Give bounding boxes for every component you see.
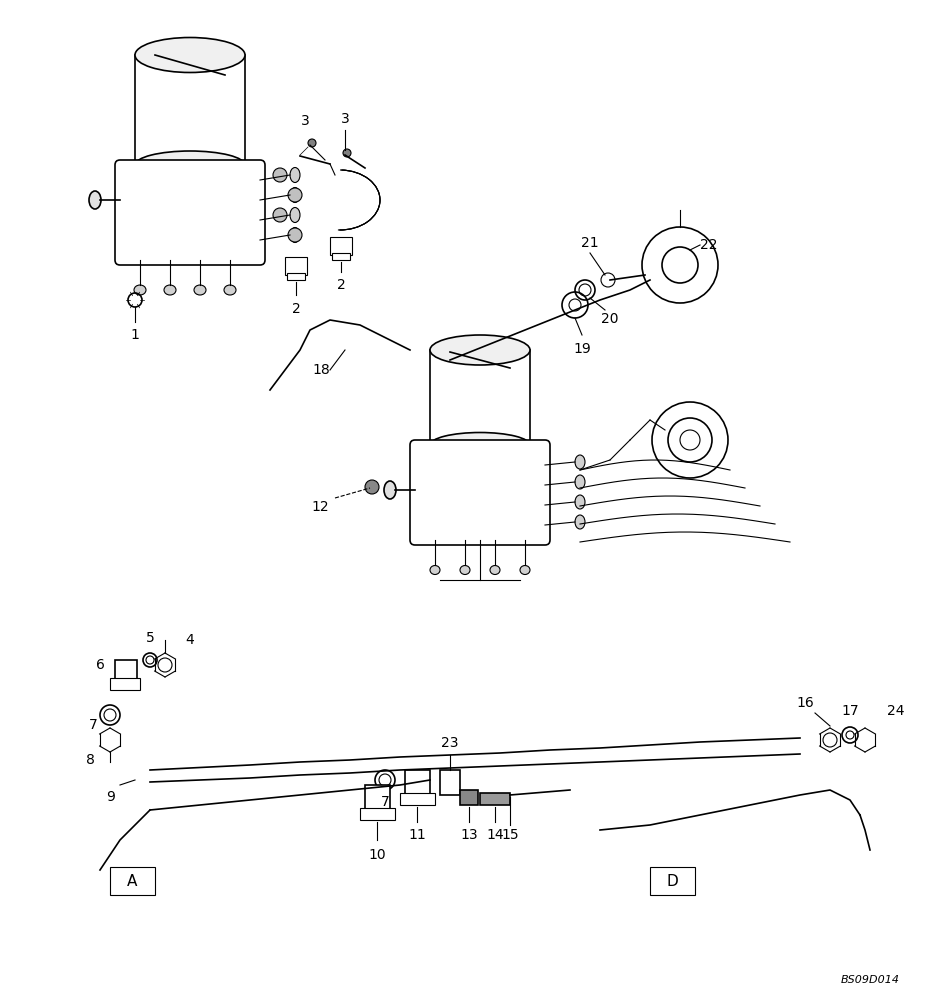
Text: 20: 20 (601, 312, 619, 326)
Text: 10: 10 (368, 848, 386, 862)
Text: 3: 3 (300, 114, 310, 128)
Bar (287, 273, 305, 280)
Text: 12: 12 (311, 500, 329, 514)
Circle shape (365, 480, 379, 494)
Text: 17: 17 (841, 704, 859, 718)
Text: 2: 2 (337, 278, 345, 292)
Text: 16: 16 (797, 696, 814, 710)
Bar (460, 790, 478, 805)
Text: 7: 7 (381, 795, 389, 809)
Text: 15: 15 (501, 828, 519, 842)
Bar (332, 253, 350, 260)
Circle shape (273, 168, 287, 182)
Text: 19: 19 (573, 342, 591, 356)
Text: A: A (126, 874, 138, 888)
Ellipse shape (290, 228, 300, 242)
Text: 3: 3 (341, 112, 349, 126)
Ellipse shape (89, 191, 101, 209)
Ellipse shape (384, 481, 396, 499)
Bar (405, 770, 430, 800)
Bar (400, 793, 435, 805)
Ellipse shape (194, 285, 206, 295)
Circle shape (308, 139, 316, 147)
Ellipse shape (135, 151, 245, 179)
Text: BS09D014: BS09D014 (841, 975, 900, 985)
Ellipse shape (290, 187, 300, 202)
Ellipse shape (460, 566, 470, 574)
Ellipse shape (575, 455, 585, 469)
Bar (430, 350, 530, 445)
Text: 2: 2 (292, 302, 300, 316)
Text: 9: 9 (106, 790, 115, 804)
Ellipse shape (134, 285, 146, 295)
Text: 21: 21 (581, 236, 599, 250)
Circle shape (343, 149, 351, 157)
Ellipse shape (575, 475, 585, 489)
Bar (360, 808, 395, 820)
Circle shape (288, 188, 302, 202)
Bar (650, 867, 695, 895)
Text: 18: 18 (313, 363, 330, 377)
Ellipse shape (135, 38, 245, 73)
Text: 8: 8 (86, 753, 95, 767)
Ellipse shape (490, 566, 500, 574)
Ellipse shape (224, 285, 236, 295)
Bar (285, 257, 307, 275)
Text: 5: 5 (146, 631, 154, 645)
Ellipse shape (575, 515, 585, 529)
Text: 14: 14 (486, 828, 504, 842)
Text: 13: 13 (461, 828, 477, 842)
FancyBboxPatch shape (410, 440, 550, 545)
Ellipse shape (430, 432, 530, 458)
Bar (135, 55, 245, 165)
Text: 22: 22 (700, 238, 718, 252)
Text: 4: 4 (185, 633, 194, 647)
Bar (330, 237, 352, 255)
Circle shape (288, 228, 302, 242)
Text: 23: 23 (441, 736, 459, 750)
Ellipse shape (575, 495, 585, 509)
Bar (110, 678, 140, 690)
Text: 1: 1 (130, 328, 139, 342)
Ellipse shape (290, 208, 300, 223)
Ellipse shape (164, 285, 176, 295)
Text: 6: 6 (96, 658, 105, 672)
FancyBboxPatch shape (115, 160, 265, 265)
Circle shape (273, 208, 287, 222)
Ellipse shape (520, 566, 530, 574)
Text: 24: 24 (887, 704, 904, 718)
Bar (480, 793, 510, 805)
Text: 11: 11 (408, 828, 426, 842)
Bar (115, 660, 137, 680)
Text: 7: 7 (89, 718, 98, 732)
Ellipse shape (430, 566, 440, 574)
Bar (110, 867, 155, 895)
Ellipse shape (290, 167, 300, 182)
Bar (440, 770, 460, 795)
Ellipse shape (430, 335, 530, 365)
Text: D: D (666, 874, 678, 888)
Bar (365, 785, 390, 815)
